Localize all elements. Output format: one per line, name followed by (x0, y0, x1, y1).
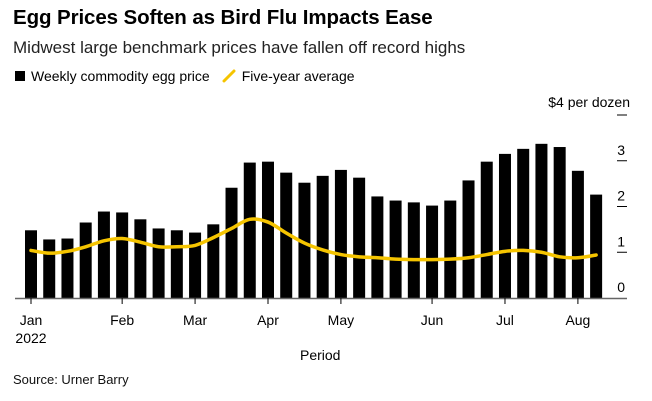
price-bar (189, 232, 202, 298)
price-bar (225, 187, 238, 298)
legend: Weekly commodity egg price Five-year ave… (15, 68, 367, 84)
price-bar (152, 228, 165, 298)
source-note: Source: Urner Barry (13, 372, 129, 387)
y-tick-label: 3 (617, 142, 625, 158)
price-bar (426, 205, 439, 298)
price-bar (480, 161, 493, 298)
price-bar (316, 175, 329, 298)
y-axis-unit-label: $4 per dozen (548, 94, 630, 110)
bars-group (25, 143, 603, 298)
price-bar (61, 238, 74, 298)
price-bar (170, 230, 183, 298)
price-bar (553, 147, 566, 298)
x-tick-sublabel: 2022 (15, 330, 46, 346)
average-line-group (29, 217, 598, 262)
price-bar (43, 239, 56, 298)
price-bar (590, 194, 603, 298)
price-bar (571, 170, 584, 298)
price-bar (498, 153, 511, 298)
square-swatch-icon (15, 71, 25, 81)
line-swatch-icon (222, 69, 236, 83)
price-bar (535, 143, 548, 298)
price-bar (97, 211, 110, 298)
price-bar (517, 148, 530, 298)
price-bar (444, 200, 457, 298)
five-year-average-line (29, 217, 598, 262)
x-tick-label: Apr (257, 312, 279, 328)
y-tick-label: 1 (617, 233, 625, 249)
price-bar (353, 177, 366, 298)
x-tick-label: Mar (183, 312, 207, 328)
chart-title: Egg Prices Soften as Bird Flu Impacts Ea… (13, 6, 433, 29)
legend-label: Five-year average (241, 68, 355, 84)
x-tick-label: Jan (20, 312, 43, 328)
x-tick-label: Jul (496, 312, 514, 328)
x-axis-title: Period (300, 347, 341, 363)
x-tick-label: Feb (110, 312, 134, 328)
chart-subtitle: Midwest large benchmark prices have fall… (13, 38, 466, 57)
price-bar (371, 196, 384, 298)
y-tick-label: 2 (617, 188, 625, 204)
legend-item-weekly-price: Weekly commodity egg price (15, 68, 210, 84)
price-bar (243, 162, 256, 298)
price-bar (298, 182, 311, 298)
price-bar (261, 161, 274, 298)
x-axis: Jan 2022 Feb Mar Apr May Jun Jul Aug (15, 297, 627, 346)
price-bar (462, 180, 475, 298)
legend-item-five-year-average: Five-year average (222, 68, 355, 84)
price-bar (116, 212, 129, 298)
y-tick-label: 0 (617, 279, 625, 295)
y-axis: 0 1 2 3 (617, 114, 627, 295)
price-bar (280, 172, 293, 298)
x-tick-label: Jun (421, 312, 444, 328)
price-bar (207, 224, 220, 298)
price-bar (389, 200, 402, 298)
legend-label: Weekly commodity egg price (31, 68, 210, 84)
x-tick-label: May (328, 312, 354, 328)
price-bar (79, 222, 92, 298)
price-bar (407, 202, 420, 298)
price-bar (334, 169, 347, 298)
x-tick-label: Aug (565, 312, 590, 328)
price-bar (134, 219, 147, 298)
price-bar (25, 230, 37, 298)
